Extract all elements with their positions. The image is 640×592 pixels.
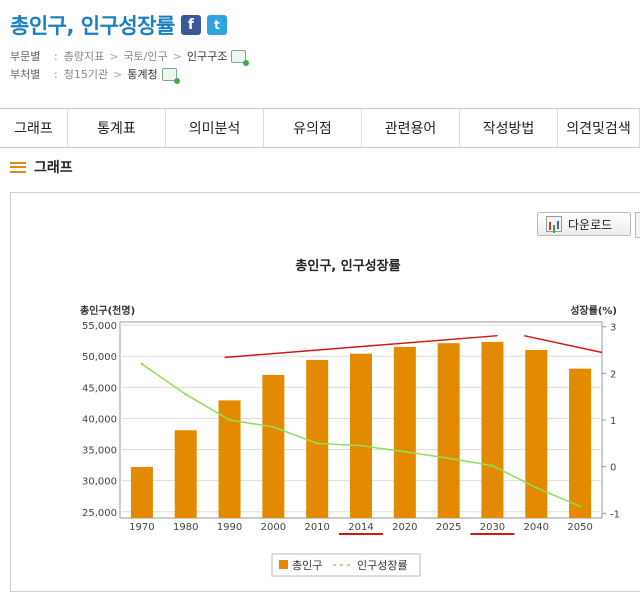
bar [174,430,197,518]
line-point [535,486,538,489]
legend-label-line: 인구성장률 [357,559,408,572]
x-tick-label: 2050 [567,522,592,533]
tab-method[interactable]: 작성방법 [460,109,558,147]
chart-icon [546,216,562,232]
right-tick-label: -1 [610,509,620,520]
bar [350,353,372,518]
tab-analysis[interactable]: 의미분석 [166,109,264,147]
list-icon [10,161,26,173]
line-point [403,450,407,453]
x-tick-label: 2025 [436,522,461,533]
bar [525,350,548,518]
title-row: 총인구, 인구성장률 f t [10,10,227,40]
left-axis-label: 총인구(천명) [80,304,135,317]
download-button[interactable]: 다운로드 [537,212,631,236]
right-tick-label: 3 [610,323,616,334]
category-crumb-1[interactable]: 총량지표 [63,50,105,63]
legend-box [271,553,421,577]
left-tick-label: 40,000 [82,414,117,425]
section-title: 그래프 [34,160,73,176]
line-point [359,444,363,447]
bar [393,346,416,518]
download-label: 다운로드 [568,217,613,232]
tab-terms[interactable]: 관련용어 [362,109,460,147]
print-button[interactable] [635,212,640,238]
bar [218,400,241,518]
left-tick-label: 45,000 [82,383,117,394]
bar [569,368,592,518]
line-point [491,464,494,467]
department-crumb-1[interactable]: 청15기관 [63,68,109,81]
search-icon[interactable] [161,67,180,84]
x-tick-label: 2030 [480,522,505,533]
left-tick-label: 35,000 [82,446,117,457]
x-tick-label: 2010 [304,522,329,533]
line-point [140,362,144,366]
right-tick-label: 2 [610,369,616,380]
right-axis-label: 성장률(%) [570,304,617,317]
line-point [184,393,187,396]
tab-stats-table[interactable]: 통계표 [68,109,166,147]
search-icon[interactable] [231,49,250,66]
line-point [228,418,231,422]
facebook-share-icon[interactable]: f [180,15,201,35]
chart-title: 총인구, 인구성장률 [295,258,400,274]
x-tick-label: 2020 [392,522,417,533]
annotations [224,334,603,535]
category-label: 부문별 [10,50,41,63]
legend-label-bar: 총인구 [292,559,322,572]
line-point [447,457,450,460]
legend-swatch-bar [279,560,288,569]
x-tick-label: 1990 [217,522,242,533]
category-crumb-2[interactable]: 국토/인구 [123,50,168,63]
category-crumb-3[interactable]: 인구구조 [186,50,228,63]
legend: 총인구 인구성장률 [271,553,421,577]
page-title: 총인구, 인구성장률 [10,14,175,38]
twitter-share-icon[interactable]: t [206,15,227,35]
left-tick-label: 25,000 [82,508,117,519]
department-crumb-2[interactable]: 통계청 [127,68,158,81]
bar [481,341,504,518]
tab-graph[interactable]: 그래프 [0,109,68,147]
bar [306,359,329,518]
x-tick-label: 1970 [129,522,154,533]
line-point [578,505,582,508]
plot-area: 55,000 50,000 45,000 40,000 35,000 30,000 25,0… [82,321,620,533]
right-tick-label: 0 [610,463,616,474]
line-point [272,425,275,429]
tab-notes[interactable]: 유의점 [264,109,362,147]
department-label: 부처별 [10,68,41,81]
right-tick-label: 1 [610,416,616,427]
left-tick-label: 30,000 [82,477,117,488]
x-tick-label: 2000 [261,522,286,533]
left-tick-label: 50,000 [82,352,117,363]
bar [437,343,460,518]
left-tick-label: 55,000 [82,321,117,332]
bar [262,374,285,518]
category-breadcrumb: 부문별 : 총량지표 > 국토/인구 > 인구구조 [10,48,250,66]
x-tick-label: 2014 [348,522,373,533]
x-tick-label: 2040 [524,522,549,533]
tab-bar: 그래프 통계표 의미분석 유의점 관련용어 작성방법 의견및검색 [0,108,640,148]
department-breadcrumb: 부처별 : 청15기관 > 통계청 [10,66,180,84]
bar [130,466,153,518]
section-header: 그래프 [10,157,73,177]
line-point [315,442,319,445]
x-tick-label: 1980 [173,522,198,533]
trend-arrow-rising [224,334,498,359]
trend-arrow-falling [524,334,603,354]
